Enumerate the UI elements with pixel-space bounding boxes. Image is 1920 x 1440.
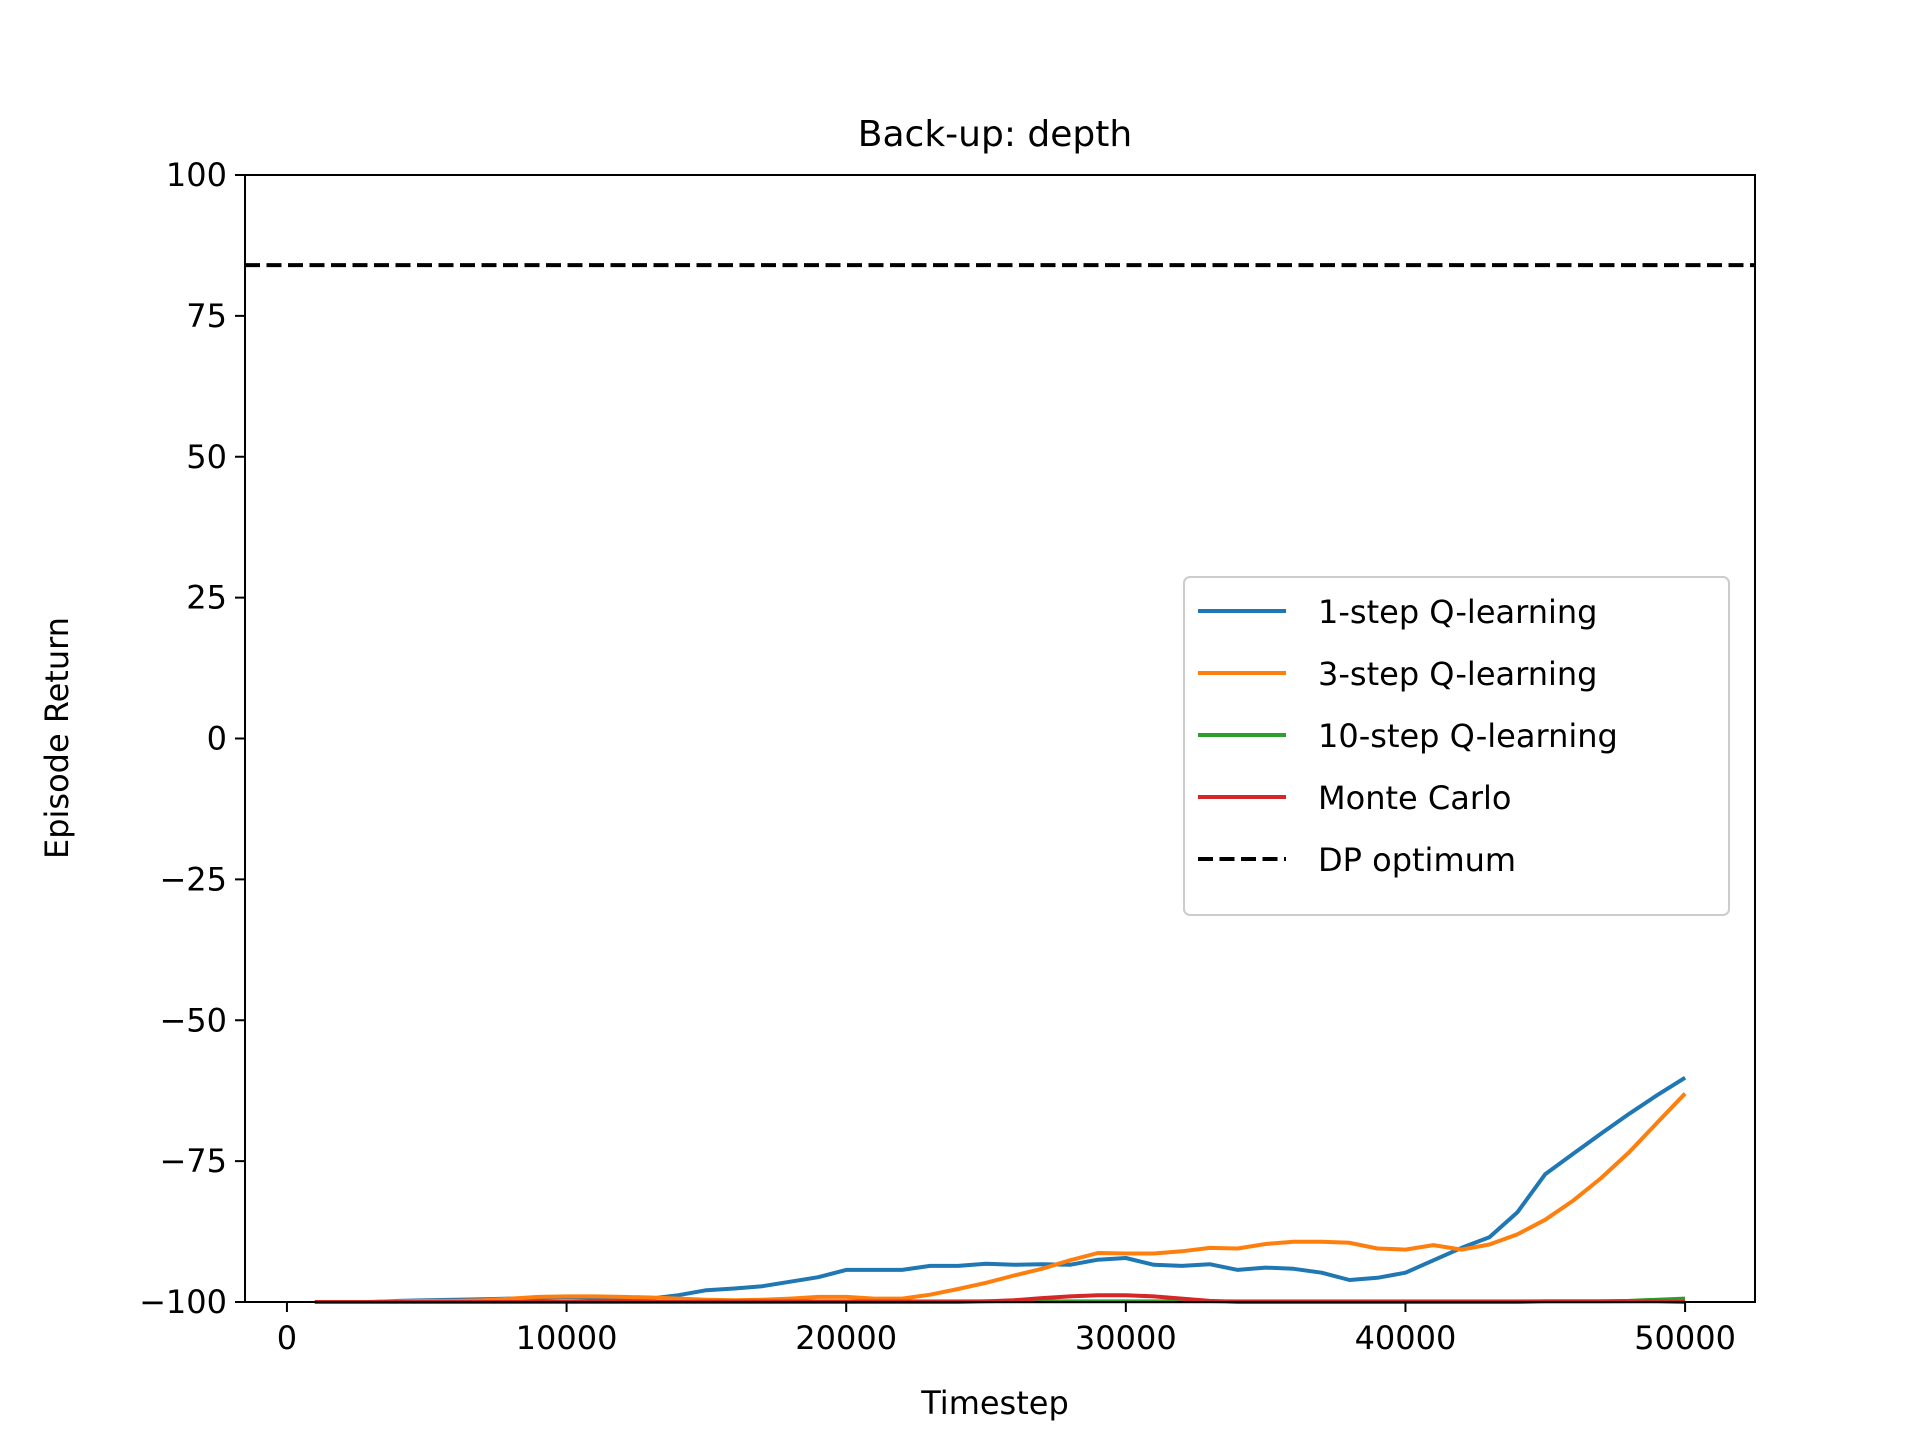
y-tick-label: 0 [207,720,227,758]
x-tick-label: 30000 [1075,1319,1177,1357]
series-line-2 [314,1092,1687,1304]
x-axis-label: Timestep [920,1384,1069,1422]
y-axis-label: Episode Return [38,617,76,859]
x-tick-label: 10000 [516,1319,618,1357]
x-axis: 0 10000 20000 30000 40000 50000 [277,1302,1736,1357]
legend-box [1183,576,1730,916]
x-tick-label: 40000 [1355,1319,1457,1357]
legend: 1-step Q-learning 3-step Q-learning 10-ste… [1183,576,1730,916]
y-tick-label: −25 [159,860,227,898]
series-line-1 [314,1076,1687,1304]
x-tick-label: 20000 [795,1319,897,1357]
y-axis: −100 −75 −50 −25 0 25 50 75 100 [139,156,245,1321]
x-tick-label: 50000 [1634,1319,1736,1357]
legend-label: DP optimum [1318,841,1516,879]
y-tick-label: 25 [186,579,227,617]
y-tick-label: 50 [186,438,227,476]
y-tick-label: 100 [166,156,227,194]
y-tick-label: −75 [159,1142,227,1180]
y-tick-label: −100 [139,1283,227,1321]
y-tick-label: −50 [159,1001,227,1039]
legend-label: 1-step Q-learning [1318,593,1597,631]
legend-label: 3-step Q-learning [1318,655,1597,693]
legend-label: 10-step Q-learning [1318,717,1618,755]
y-tick-label: 75 [186,297,227,335]
legend-label: Monte Carlo [1318,779,1511,817]
chart-title: Back-up: depth [858,114,1132,155]
x-tick-label: 0 [277,1319,297,1357]
